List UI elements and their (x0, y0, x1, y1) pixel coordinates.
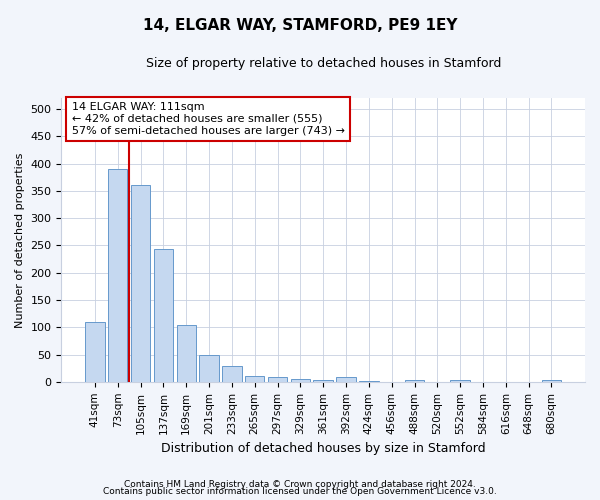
X-axis label: Distribution of detached houses by size in Stamford: Distribution of detached houses by size … (161, 442, 485, 455)
Text: Contains HM Land Registry data © Crown copyright and database right 2024.: Contains HM Land Registry data © Crown c… (124, 480, 476, 489)
Bar (337, 378, 356, 382)
Bar (290, 379, 310, 382)
Bar (359, 380, 379, 382)
Bar (199, 354, 219, 382)
Text: 14, ELGAR WAY, STAMFORD, PE9 1EY: 14, ELGAR WAY, STAMFORD, PE9 1EY (143, 18, 457, 32)
Bar (405, 380, 424, 382)
Bar (176, 325, 196, 382)
Bar (85, 322, 104, 382)
Text: 14 ELGAR WAY: 111sqm
← 42% of detached houses are smaller (555)
57% of semi-deta: 14 ELGAR WAY: 111sqm ← 42% of detached h… (72, 102, 345, 136)
Bar (451, 380, 470, 382)
Bar (313, 380, 333, 382)
Bar (222, 366, 242, 382)
Bar (542, 380, 561, 382)
Bar (108, 169, 127, 382)
Text: Contains public sector information licensed under the Open Government Licence v3: Contains public sector information licen… (103, 488, 497, 496)
Bar (245, 376, 265, 382)
Bar (154, 249, 173, 382)
Bar (268, 378, 287, 382)
Y-axis label: Number of detached properties: Number of detached properties (15, 152, 25, 328)
Title: Size of property relative to detached houses in Stamford: Size of property relative to detached ho… (146, 58, 501, 70)
Bar (131, 186, 150, 382)
